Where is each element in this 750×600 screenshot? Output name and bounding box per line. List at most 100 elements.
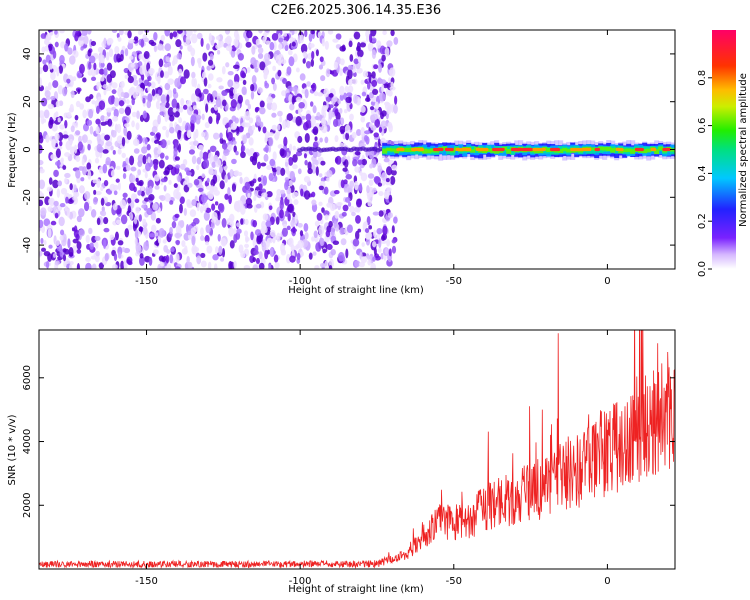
heatmap-noise-cell: [258, 30, 263, 34]
heatmap-noise-cell: [314, 136, 318, 142]
heatmap-noise-cell: [342, 204, 349, 212]
heatmap-noise-cell: [200, 260, 207, 268]
heatmap-noise-cell: [299, 230, 304, 237]
heatmap-noise-cell: [39, 67, 43, 75]
heatmap-noise-cell: [295, 151, 303, 157]
heatmap-signal-cell: [414, 148, 420, 155]
heatmap-noise-cell: [117, 181, 121, 191]
heatmap-noise-cell: [224, 30, 231, 35]
heatmap-noise-cell: [259, 100, 265, 108]
heatmap-noise-cell: [253, 189, 259, 197]
heatmap-noise-cell: [39, 190, 44, 201]
heatmap-noise-cell: [198, 59, 202, 69]
heatmap-noise-cell: [246, 30, 253, 39]
snr-y-ticks: 2000 4000 6000: [22, 365, 675, 518]
heatmap-noise-cell: [310, 117, 316, 126]
heatmap-noise-cell: [40, 207, 47, 216]
heatmap-noise-cell: [58, 100, 64, 107]
heatmap-noise-cell: [169, 200, 174, 205]
heatmap-noise-cell: [64, 177, 68, 184]
heatmap-noise-cell: [47, 227, 52, 238]
heatmap-noise-cell: [39, 219, 44, 229]
heatmap-noise-cell: [91, 263, 97, 269]
heatmap-noise-cell: [175, 253, 180, 263]
heatmap-noise-cell: [339, 108, 343, 114]
heatmap-noise-cell: [210, 40, 215, 46]
heatmap-noise-cell: [153, 32, 158, 41]
heatmap-noise-cell: [157, 43, 164, 51]
heatmap-noise-cell: [105, 141, 113, 147]
heatmap-noise-cell: [200, 144, 204, 151]
heatmap-noise-cell: [378, 247, 382, 253]
heatmap-noise-cell: [232, 88, 237, 95]
heatmap-noise-cell: [292, 145, 296, 151]
heatmap-noise-cell: [90, 40, 97, 47]
heatmap-noise-cell: [135, 244, 142, 255]
heatmap-signal-cell: [470, 145, 476, 152]
heatmap-noise-cell: [184, 167, 190, 173]
heatmap-noise-cell: [223, 149, 230, 156]
heatmap-noise-cell: [100, 210, 107, 217]
heatmap-noise-cell: [287, 237, 294, 248]
heatmap-noise-cell: [250, 57, 257, 66]
heatmap-noise-cell: [273, 40, 277, 51]
heatmap-noise-cell: [281, 90, 287, 97]
heatmap-noise-cell: [291, 95, 295, 105]
heatmap-noise-cell: [269, 247, 274, 257]
heatmap-noise-cell: [175, 225, 181, 235]
heatmap-noise-cell: [388, 248, 392, 257]
heatmap-noise-cell: [346, 185, 353, 194]
heatmap-noise-cell: [136, 87, 144, 93]
heatmap-noise-cell: [203, 131, 209, 141]
heatmap-noise-cell: [186, 106, 193, 116]
heatmap-noise-cell: [393, 36, 399, 45]
heatmap-noise-cell: [345, 96, 352, 104]
heatmap-noise-cell: [373, 64, 379, 70]
heatmap-noise-cell: [304, 159, 308, 166]
heatmap-noise-cell: [214, 105, 219, 111]
heatmap-noise-cell: [292, 211, 296, 217]
heatmap-noise-cell: [249, 180, 255, 187]
heatmap-noise-cell: [247, 103, 252, 110]
heatmap-noise-cell: [78, 208, 85, 218]
spectrogram-y-tick-label: -40: [22, 237, 33, 253]
heatmap-noise-cell: [133, 36, 139, 41]
heatmap-noise-cell: [213, 132, 220, 140]
heatmap-noise-cell: [276, 169, 281, 176]
heatmap-noise-cell: [114, 231, 119, 241]
heatmap-noise-cell: [131, 111, 137, 118]
heatmap-noise-cell: [58, 65, 64, 74]
heatmap-noise-cell: [377, 165, 383, 174]
heatmap-noise-cell: [305, 113, 312, 121]
heatmap-noise-cell: [359, 171, 363, 176]
snr-series-line: [39, 330, 675, 569]
heatmap-noise-cell: [186, 129, 192, 139]
heatmap-noise-cell: [224, 174, 229, 183]
heatmap-noise-cell: [227, 71, 234, 76]
heatmap-noise-cell: [314, 115, 320, 121]
heatmap-noise-cell: [286, 66, 292, 76]
heatmap-noise-cell: [172, 87, 177, 95]
heatmap-noise-cell: [119, 199, 127, 210]
heatmap-noise-cell: [259, 61, 266, 71]
heatmap-noise-cell: [347, 201, 352, 207]
heatmap-noise-cell: [166, 94, 170, 103]
heatmap-noise-cell: [150, 211, 157, 221]
heatmap-noise-cell: [221, 142, 228, 150]
heatmap-noise-cell: [219, 180, 225, 190]
heatmap-noise-cell: [387, 212, 393, 219]
heatmap-noise-cell: [87, 49, 92, 57]
heatmap-noise-cell: [140, 190, 145, 197]
heatmap-noise-cell: [228, 226, 234, 237]
heatmap-noise-cell: [368, 179, 374, 186]
heatmap-noise-cell: [289, 255, 296, 263]
heatmap-noise-cell: [339, 85, 345, 96]
heatmap-noise-cell: [48, 244, 53, 249]
heatmap-peak-cell: [580, 147, 592, 152]
heatmap-noise-cell: [221, 154, 227, 162]
heatmap-noise-cell: [189, 209, 197, 217]
heatmap-noise-cell: [201, 71, 207, 79]
heatmap-noise-cell: [157, 89, 162, 95]
heatmap-noise-cell: [124, 106, 131, 116]
heatmap-noise-cell: [202, 151, 209, 161]
